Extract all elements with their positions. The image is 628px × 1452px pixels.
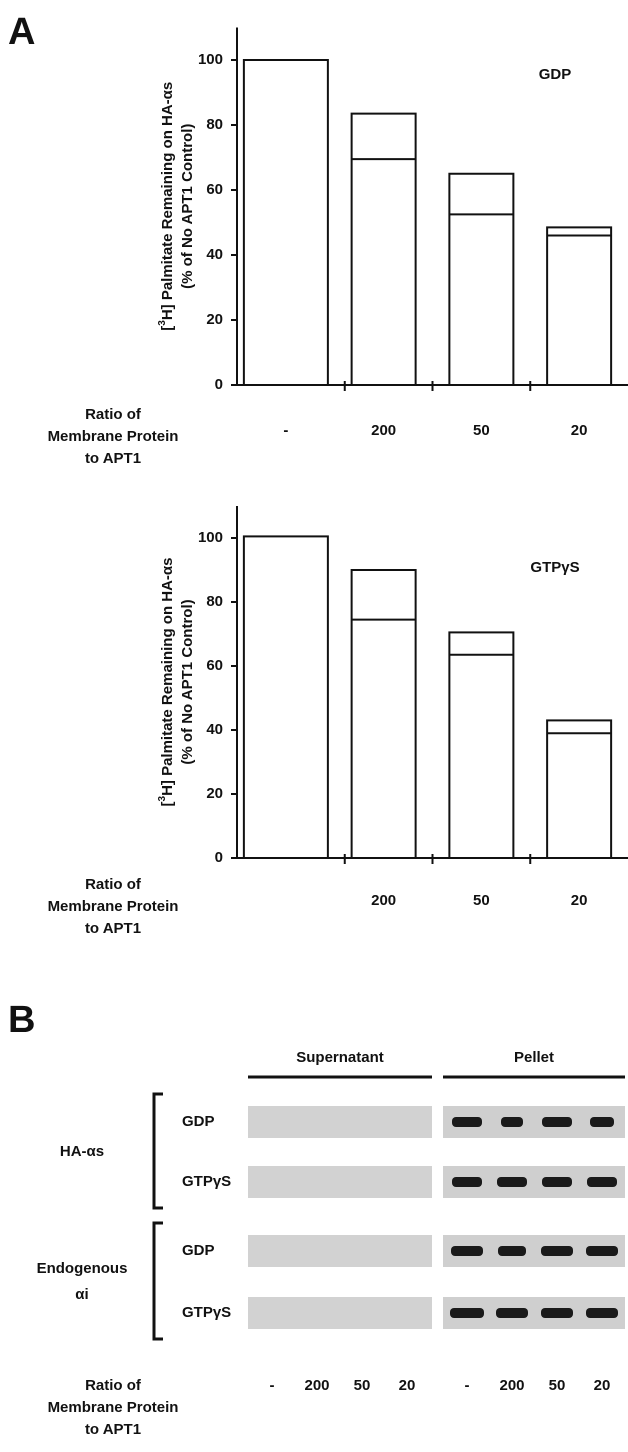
y-tick-label: 100 xyxy=(198,529,223,546)
blot-band xyxy=(452,1177,482,1187)
y-tick-label: 100 xyxy=(198,51,223,68)
x-tick-label: 20 xyxy=(571,422,588,439)
blot-band xyxy=(542,1117,572,1127)
blot-band xyxy=(452,1117,482,1127)
blot-band xyxy=(450,1308,484,1318)
blot-band xyxy=(541,1246,573,1256)
blot-band xyxy=(586,1308,618,1318)
y-axis-label-part: (% of No APT1 Control) xyxy=(179,124,196,289)
blot-band xyxy=(586,1246,618,1256)
blot-band xyxy=(542,1177,572,1187)
blot-band xyxy=(498,1246,526,1256)
panel-label: A xyxy=(8,11,35,53)
x-tick-label: 200 xyxy=(371,422,396,439)
annotation: GDP xyxy=(539,66,572,83)
y-tick-label: 20 xyxy=(206,311,223,328)
x-axis-label: Membrane Protein xyxy=(48,1399,179,1416)
x-axis-label: Ratio of xyxy=(85,876,142,893)
bar xyxy=(244,60,328,385)
x-tick-label: 200 xyxy=(371,892,396,909)
row-label: GDP xyxy=(182,1113,215,1130)
blot xyxy=(248,1106,432,1138)
x-axis-label: Membrane Protein xyxy=(48,898,179,915)
lane-label: 50 xyxy=(549,1377,566,1394)
blot-band xyxy=(541,1308,573,1318)
bar xyxy=(547,720,611,858)
bar xyxy=(352,570,416,858)
lane-label: 50 xyxy=(354,1377,371,1394)
x-axis-label: to APT1 xyxy=(85,450,141,467)
blot-band xyxy=(590,1117,614,1127)
annotation: GTPγS xyxy=(530,559,579,576)
lane-label: - xyxy=(465,1377,470,1394)
x-tick-label: 50 xyxy=(473,892,490,909)
y-tick-label: 0 xyxy=(215,849,223,866)
y-tick-label: 40 xyxy=(206,246,223,263)
y-tick-label: 80 xyxy=(206,593,223,610)
x-tick-label: 50 xyxy=(473,422,490,439)
lane-label: 200 xyxy=(499,1377,524,1394)
blot-band xyxy=(451,1246,483,1256)
bar xyxy=(449,632,513,858)
lane-label: 20 xyxy=(399,1377,416,1394)
blot xyxy=(248,1235,432,1267)
bracket xyxy=(154,1094,163,1208)
y-axis-label: (% of No APT1 Control) xyxy=(179,124,196,289)
y-axis-label-part: H] Palmitate Remaining on HA-αs xyxy=(159,82,176,320)
blot-band xyxy=(496,1308,528,1318)
blot xyxy=(248,1166,432,1198)
y-axis-label: (% of No APT1 Control) xyxy=(179,599,196,764)
row-label: GTPγS xyxy=(182,1173,231,1190)
y-tick-label: 40 xyxy=(206,721,223,738)
bracket xyxy=(154,1223,163,1339)
blot xyxy=(248,1297,432,1329)
y-tick-label: 60 xyxy=(206,181,223,198)
x-axis-label: to APT1 xyxy=(85,1421,141,1438)
bar xyxy=(449,174,513,385)
x-axis-label: Membrane Protein xyxy=(48,428,179,445)
x-tick-label: 20 xyxy=(571,892,588,909)
row-label: GDP xyxy=(182,1242,215,1259)
y-tick-label: 60 xyxy=(206,657,223,674)
y-tick-label: 80 xyxy=(206,116,223,133)
blot-band xyxy=(501,1117,523,1127)
y-axis-label: [3H] Palmitate Remaining on HA-αs xyxy=(157,82,176,331)
y-axis-label-part: H] Palmitate Remaining on HA-αs xyxy=(159,558,176,796)
y-axis-label-part: (% of No APT1 Control) xyxy=(179,599,196,764)
column-header: Supernatant xyxy=(296,1049,384,1066)
bar xyxy=(352,114,416,385)
y-tick-label: 20 xyxy=(206,785,223,802)
column-header: Pellet xyxy=(514,1049,554,1066)
lane-label: - xyxy=(270,1377,275,1394)
group-label: HA-αs xyxy=(60,1143,104,1160)
blot-band xyxy=(497,1177,527,1187)
x-axis-label: Ratio of xyxy=(85,1377,142,1394)
lane-label: 20 xyxy=(594,1377,611,1394)
y-tick-label: 0 xyxy=(215,376,223,393)
blot-band xyxy=(587,1177,617,1187)
row-label: GTPγS xyxy=(182,1304,231,1321)
panel-label: B xyxy=(8,999,35,1041)
group-label: Endogenous xyxy=(37,1260,128,1277)
y-axis-label: [3H] Palmitate Remaining on HA-αs xyxy=(157,558,176,807)
bar xyxy=(547,227,611,385)
x-axis-label: Ratio of xyxy=(85,406,142,423)
x-tick-label: - xyxy=(283,422,288,439)
lane-label: 200 xyxy=(304,1377,329,1394)
x-axis-label: to APT1 xyxy=(85,920,141,937)
group-label: αi xyxy=(75,1286,88,1303)
bar xyxy=(244,536,328,858)
figure: A B 0 20 40 60 80 100 [3H] Palmitate Remaining… xyxy=(0,0,628,1452)
